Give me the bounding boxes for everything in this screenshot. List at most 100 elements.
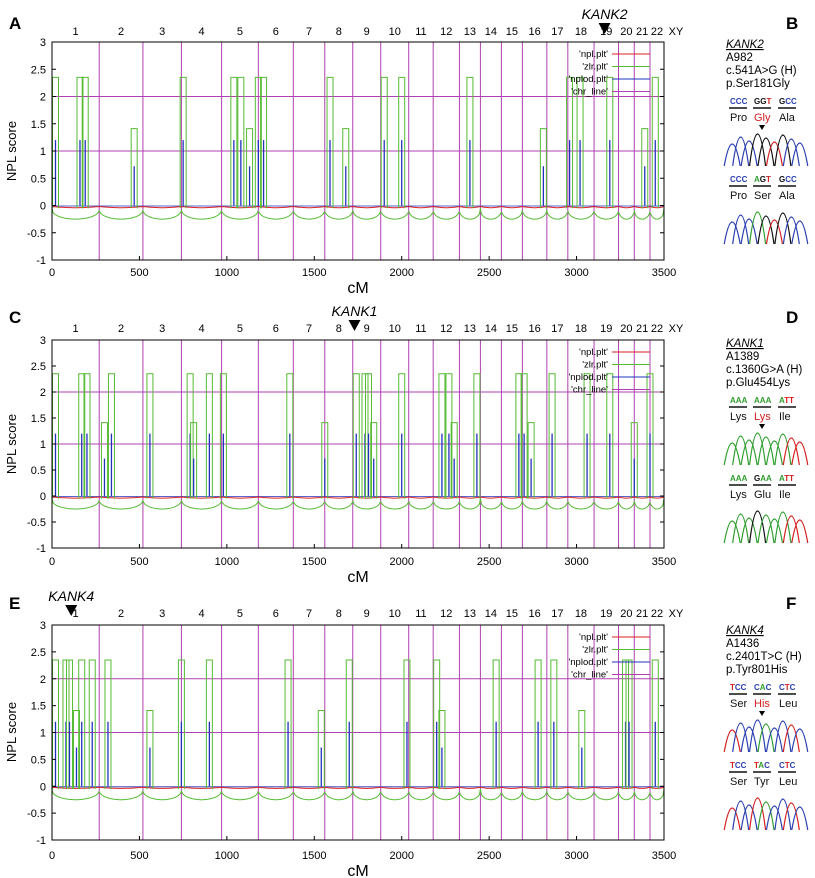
chromatogram-trace [732,800,750,831]
zlr-peak [364,373,372,499]
y-tick-label: -1 [36,255,46,267]
zlr-peak [630,422,638,499]
zlr-peak [646,373,654,499]
y-tick-label: 0.5 [31,465,46,477]
chromatogram-trace [791,519,809,544]
codon: ATT [779,396,794,405]
chromatogram-trace [757,723,775,753]
base: G [779,175,785,184]
base: C [736,175,742,184]
chromosome-label: 15 [506,26,518,38]
y-tick-label: -0.5 [27,228,46,240]
y-tick-label: -1 [36,835,46,847]
base: A [758,761,764,770]
chromosome-label: 11 [415,608,426,620]
zlr-peak [473,373,481,499]
chromatogram-trace [765,219,784,245]
base: A [754,396,760,405]
y-tick-label: 1 [40,728,46,740]
npl-baseline [51,496,665,499]
codon: CTC [779,761,796,770]
chromatogram-trace [774,798,792,831]
zlr-peak [81,76,89,209]
base: C [764,761,770,770]
panel-letter: C [9,308,21,327]
chromosome-label: 1 [73,608,79,620]
zlr-peak [578,709,586,789]
x-tick-label: 500 [130,850,148,862]
codon: GCC [779,175,797,184]
codon: TCC [730,761,747,770]
mutation-gene: KANK1 [726,338,764,350]
chromosome-label: 7 [306,26,312,38]
x-tick-label: 3000 [564,850,588,862]
zlr-baseline [51,208,665,220]
zlr-peak [342,128,350,209]
mutation-protein: p.Ser181Gly [726,78,790,90]
chromatogram-trace [774,212,792,245]
y-tick-label: 1 [40,439,46,451]
chromosome-label: 16 [528,608,540,620]
amino-acid: Ile [779,411,791,423]
y-axis-label: NPL score [4,702,19,762]
chromosome-label: 16 [528,323,540,335]
chromosome-label: 21 [636,323,648,335]
chromosome-label: 9 [364,26,370,38]
gene-marker-arrow [65,605,78,616]
chromosome-label: 16 [528,26,540,38]
chromosome-label: 1 [73,26,79,38]
y-tick-label: 3 [40,335,46,347]
mutation-family: A1389 [726,351,759,363]
base: C [785,97,791,106]
panel-letter: B [786,14,798,33]
chromosome-label: 8 [336,323,342,335]
base: C [735,761,741,770]
legend-entry: 'npl.plt' [579,632,608,643]
x-tick-label: 500 [130,267,148,279]
chromosome-label: XY [669,26,684,38]
codon: AGT [754,175,771,184]
zlr-peak [370,422,378,499]
chromosome-label: 19 [600,323,612,335]
zlr-peak [450,422,458,499]
chromosome-label: 21 [636,26,648,38]
base: T [730,683,735,692]
chromosome-label: 6 [273,608,279,620]
base: G [754,474,760,483]
zlr-peak [466,76,474,209]
amino-acid: Ala [779,112,796,124]
base: C [791,175,797,184]
chromosome-label: 3 [159,26,165,38]
chromosome-label: XY [669,323,684,335]
legend-entry: 'zlr.plt' [582,360,608,371]
y-tick-label: 1 [40,146,46,158]
y-tick-label: -0.5 [27,808,46,820]
chromosome-label: 17 [551,323,563,335]
base: C [779,683,785,692]
zlr-peak [345,659,353,789]
panel-letter: E [9,594,20,613]
codon: CCC [730,175,748,184]
chromatogram-trace [791,728,809,753]
chromosome-label: 1 [73,323,79,335]
chromosome-label: 14 [485,608,497,620]
zlr-peak [260,76,268,209]
y-tick-label: 0 [40,781,46,793]
chromatogram-trace [723,442,741,466]
y-axis-label: NPL score [4,414,19,474]
amino-acid: Ile [779,489,791,501]
x-tick-label: 1000 [215,267,239,279]
chromosome-label: 3 [159,323,165,335]
chromatogram-trace [791,806,809,831]
zlr-peak [625,659,633,789]
amino-acid: Leu [779,776,797,788]
mutation-arrow [759,125,765,130]
x-tick-label: 3500 [652,267,676,279]
chromatogram-trace [740,439,758,466]
amino-acid: Gly [754,112,771,124]
zlr-peak [205,373,213,499]
chromosome-label: 20 [620,323,632,335]
chromatogram-trace [757,801,775,831]
x-tick-label: 1500 [302,850,326,862]
base: C [779,761,785,770]
